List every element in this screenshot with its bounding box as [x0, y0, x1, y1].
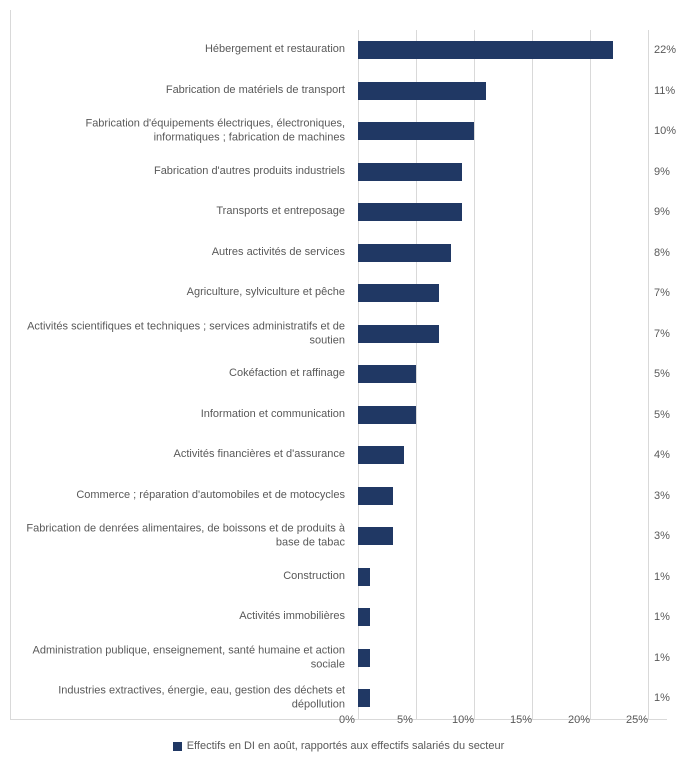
bar: 3% — [358, 487, 393, 505]
bar: 1% — [358, 689, 370, 707]
bar: 7% — [358, 284, 439, 302]
category-label: Fabrication d'équipements électriques, é… — [21, 118, 351, 146]
bar-value: 22% — [654, 44, 676, 56]
bar-rows: Hébergement et restauration 22% Fabricati… — [21, 30, 658, 720]
bar: 7% — [358, 325, 439, 343]
bar-track: 1% — [358, 608, 648, 626]
bar-row: Hébergement et restauration 22% — [21, 30, 658, 71]
bar-row: Commerce ; réparation d'automobiles et d… — [21, 476, 658, 517]
bar-track: 3% — [358, 487, 648, 505]
bar-value: 5% — [654, 409, 670, 421]
category-label: Cokéfaction et raffinage — [21, 367, 351, 381]
x-tick: 25% — [626, 714, 648, 726]
bar-value: 1% — [654, 571, 670, 583]
bar: 1% — [358, 649, 370, 667]
category-label: Construction — [21, 570, 351, 584]
bar-track: 1% — [358, 649, 648, 667]
legend-swatch — [173, 742, 182, 751]
bar-value: 9% — [654, 166, 670, 178]
bar-row: Cokéfaction et raffinage 5% — [21, 354, 658, 395]
bar-track: 7% — [358, 284, 648, 302]
bar-row: Activités immobilières 1% — [21, 597, 658, 638]
bar-track: 8% — [358, 244, 648, 262]
bar-track: 9% — [358, 163, 648, 181]
bar: 10% — [358, 122, 474, 140]
category-label: Industries extractives, énergie, eau, ge… — [21, 685, 351, 713]
bar-value: 1% — [654, 652, 670, 664]
bar-row: Fabrication d'équipements électriques, é… — [21, 111, 658, 152]
x-tick: 0% — [339, 714, 355, 726]
bar-row: Industries extractives, énergie, eau, ge… — [21, 678, 658, 719]
x-axis: 0% 5% 10% 15% 20% 25% — [347, 714, 637, 732]
bar-value: 7% — [654, 287, 670, 299]
bar-track: 11% — [358, 82, 648, 100]
bar-row: Administration publique, enseignement, s… — [21, 638, 658, 679]
bar-track: 9% — [358, 203, 648, 221]
bar-value: 3% — [654, 530, 670, 542]
bar-row: Autres activités de services 8% — [21, 233, 658, 274]
bar-row: Transports et entreposage 9% — [21, 192, 658, 233]
category-label: Information et communication — [21, 408, 351, 422]
bar: 9% — [358, 163, 462, 181]
bar-row: Activités scientifiques et techniques ; … — [21, 314, 658, 355]
bar-track: 1% — [358, 568, 648, 586]
category-label: Fabrication de denrées alimentaires, de … — [21, 523, 351, 551]
bar: 1% — [358, 608, 370, 626]
bar: 5% — [358, 365, 416, 383]
bar: 3% — [358, 527, 393, 545]
bar: 1% — [358, 568, 370, 586]
bar-track: 22% — [358, 41, 648, 59]
bar-track: 5% — [358, 365, 648, 383]
bar-value: 1% — [654, 611, 670, 623]
category-label: Fabrication d'autres produits industriel… — [21, 165, 351, 179]
bar: 22% — [358, 41, 613, 59]
category-label: Activités scientifiques et techniques ; … — [21, 320, 351, 348]
bar: 4% — [358, 446, 404, 464]
category-label: Commerce ; réparation d'automobiles et d… — [21, 489, 351, 503]
bar-value: 9% — [654, 206, 670, 218]
bar-value: 11% — [654, 85, 675, 97]
legend-label: Effectifs en DI en août, rapportés aux e… — [187, 740, 505, 752]
bar-row: Agriculture, sylviculture et pêche 7% — [21, 273, 658, 314]
bar-value: 5% — [654, 368, 670, 380]
bar-value: 3% — [654, 490, 670, 502]
bar-track: 5% — [358, 406, 648, 424]
bar: 11% — [358, 82, 486, 100]
bar-track: 1% — [358, 689, 648, 707]
x-tick: 20% — [568, 714, 590, 726]
legend: Effectifs en DI en août, rapportés aux e… — [0, 740, 677, 752]
bar-row: Construction 1% — [21, 557, 658, 598]
bar: 8% — [358, 244, 451, 262]
bar-track: 4% — [358, 446, 648, 464]
category-label: Fabrication de matériels de transport — [21, 84, 351, 98]
bar-row: Fabrication d'autres produits industriel… — [21, 152, 658, 193]
bar-value: 4% — [654, 449, 670, 461]
x-tick: 15% — [510, 714, 532, 726]
bar: 5% — [358, 406, 416, 424]
category-label: Activités immobilières — [21, 610, 351, 624]
bar-row: Fabrication de matériels de transport 11% — [21, 71, 658, 112]
x-tick: 5% — [397, 714, 413, 726]
bar-value: 10% — [654, 125, 676, 137]
bar-track: 3% — [358, 527, 648, 545]
bar-value: 8% — [654, 247, 670, 259]
category-label: Agriculture, sylviculture et pêche — [21, 286, 351, 300]
bar-value: 7% — [654, 328, 670, 340]
category-label: Autres activités de services — [21, 246, 351, 260]
bar-value: 1% — [654, 692, 670, 704]
category-label: Hébergement et restauration — [21, 43, 351, 57]
chart-area: Hébergement et restauration 22% Fabricati… — [10, 10, 667, 720]
category-label: Transports et entreposage — [21, 205, 351, 219]
bar-row: Information et communication 5% — [21, 395, 658, 436]
x-tick: 10% — [452, 714, 474, 726]
category-label: Administration publique, enseignement, s… — [21, 644, 351, 672]
bar-track: 7% — [358, 325, 648, 343]
bar-row: Fabrication de denrées alimentaires, de … — [21, 516, 658, 557]
bar-track: 10% — [358, 122, 648, 140]
bar: 9% — [358, 203, 462, 221]
bar-row: Activités financières et d'assurance 4% — [21, 435, 658, 476]
category-label: Activités financières et d'assurance — [21, 448, 351, 462]
